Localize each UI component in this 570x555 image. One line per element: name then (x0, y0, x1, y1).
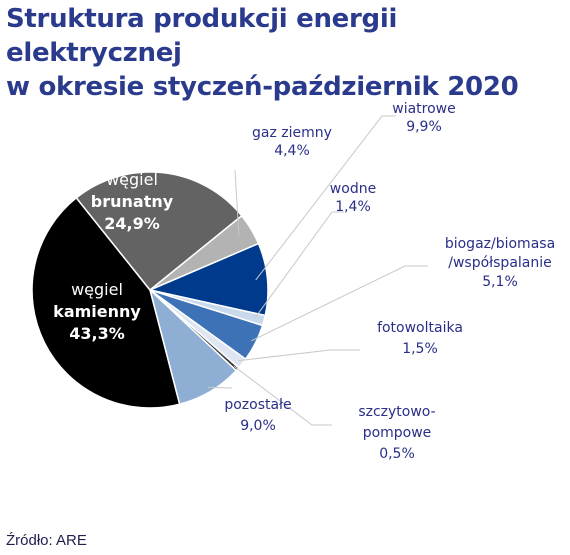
slice-label-pozostale: pozostałe 9,0% (224, 397, 291, 434)
leader-line-biogaz (250, 265, 428, 342)
slice-label-biogaz: biogaz/biomasa/współspalanie 5,1% (445, 236, 555, 290)
pie-slice-brunatny (75, 171, 243, 292)
slice-label-szczytowo: szczytowo-pompowe 0,5% (358, 404, 435, 462)
slice-label-fotowoltaika: fotowoltaika 1,5% (377, 320, 463, 357)
pie-slice-wiatrowe (147, 242, 269, 317)
slice-label-gaz: gaz ziemny 4,4% (252, 125, 332, 159)
source-note: Źródło: ARE (6, 532, 87, 549)
chart-title-line-1: Struktura produkcji energii elektrycznej (6, 4, 398, 68)
pie-slice-kamienny (31, 196, 181, 409)
pie-chart: gaz ziemny 4,4% wiatrowe 9,9% wodne 1,4% bioga… (31, 101, 555, 462)
chart-title-line-2: w okresie styczeń-październik 2020 (6, 72, 519, 102)
chart-title: Struktura produkcji energii elektrycznej… (6, 2, 570, 104)
leader-line-fotowoltaika (238, 349, 360, 362)
slice-label-wodne: wodne 1,4% (330, 181, 376, 215)
slice-label-kamienny: węgiel kamienny 43,3% (53, 280, 141, 343)
pie-slices (31, 171, 269, 409)
slice-label-wiatrowe: wiatrowe 9,9% (392, 101, 456, 135)
leader-line-pozostale (207, 386, 233, 389)
slice-labels: gaz ziemny 4,4% wiatrowe 9,9% wodne 1,4% bioga… (53, 101, 555, 462)
leader-lines (207, 115, 428, 426)
leader-line-wiatrowe (255, 115, 396, 281)
leader-line-szczytowo (233, 365, 332, 426)
leader-line-wodne (254, 211, 344, 319)
leader-line-gaz (234, 169, 240, 237)
slice-label-brunatny: węgiel brunatny 24,9% (91, 170, 174, 233)
